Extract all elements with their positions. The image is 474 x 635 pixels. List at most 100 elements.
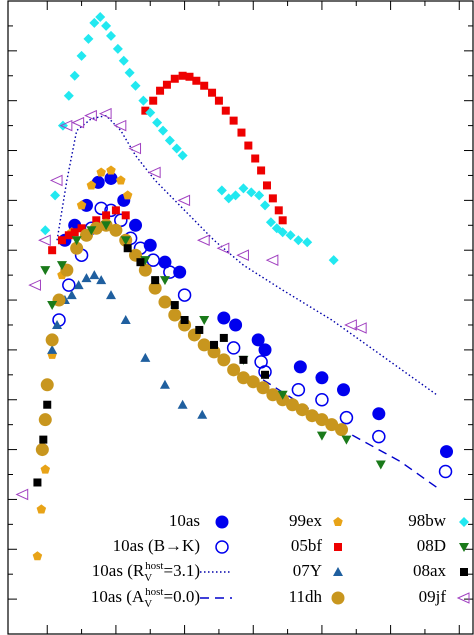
marker — [159, 379, 170, 389]
marker — [64, 231, 73, 240]
marker — [96, 167, 106, 177]
marker — [121, 211, 130, 220]
marker — [214, 96, 223, 105]
legend-label: 10as — [169, 511, 200, 530]
marker — [76, 200, 87, 210]
marker — [62, 278, 76, 292]
marker — [238, 183, 249, 194]
marker — [122, 190, 133, 200]
marker — [32, 551, 43, 561]
marker — [262, 181, 271, 190]
marker — [459, 543, 469, 552]
marker — [333, 567, 343, 576]
legend-text: 10as (R — [92, 561, 145, 580]
marker — [239, 355, 248, 364]
marker — [106, 165, 116, 175]
marker — [372, 429, 386, 444]
marker — [118, 55, 129, 66]
marker — [251, 154, 260, 163]
marker — [177, 194, 191, 207]
marker — [35, 443, 49, 457]
marker — [163, 265, 177, 279]
marker — [261, 370, 270, 379]
marker — [328, 255, 339, 266]
marker — [196, 234, 210, 247]
legend-sup: host — [145, 586, 163, 598]
marker — [217, 311, 231, 325]
marker — [237, 128, 246, 137]
marker — [47, 301, 58, 311]
marker — [293, 235, 304, 246]
marker — [244, 141, 253, 150]
marker — [344, 319, 357, 331]
marker — [219, 333, 228, 342]
marker — [71, 236, 82, 246]
marker — [83, 33, 94, 44]
marker — [152, 117, 163, 128]
marker — [316, 431, 327, 441]
marker — [104, 171, 118, 185]
marker — [334, 543, 342, 551]
marker — [120, 236, 131, 246]
marker — [38, 234, 51, 247]
marker — [460, 568, 468, 576]
legend-label: 11dh — [289, 587, 323, 606]
legend-text: =3.1) — [164, 561, 201, 580]
marker — [192, 76, 201, 85]
marker — [171, 143, 182, 154]
marker — [335, 423, 349, 437]
marker — [173, 265, 187, 279]
marker — [111, 206, 120, 215]
marker — [69, 70, 80, 81]
legend-label: 05bf — [291, 536, 323, 555]
marker — [113, 119, 127, 132]
legend-text: =0.0) — [164, 587, 201, 606]
series-line — [56, 114, 438, 396]
legend-label: 10as (RVhost=3.1) — [92, 560, 200, 584]
marker — [268, 194, 277, 203]
marker — [129, 218, 143, 232]
marker — [57, 120, 68, 131]
marker — [57, 236, 66, 245]
marker — [216, 242, 230, 254]
marker — [216, 185, 227, 196]
marker — [210, 340, 219, 349]
marker — [158, 125, 168, 136]
marker — [116, 175, 126, 185]
marker — [177, 288, 192, 302]
marker — [56, 261, 67, 271]
legend-sub: V — [144, 598, 152, 610]
marker — [293, 360, 307, 374]
marker — [302, 237, 313, 248]
marker — [180, 315, 189, 324]
marker — [94, 201, 108, 216]
marker — [285, 398, 299, 412]
marker — [375, 460, 386, 470]
marker — [325, 418, 339, 432]
marker — [456, 592, 470, 604]
marker — [149, 96, 158, 105]
marker — [49, 174, 63, 187]
marker — [128, 142, 142, 155]
marker — [177, 150, 188, 161]
marker — [256, 381, 270, 395]
marker — [147, 166, 161, 179]
marker — [89, 270, 100, 280]
marker — [158, 295, 172, 309]
marker — [229, 116, 238, 125]
marker — [66, 290, 77, 300]
marker — [63, 90, 74, 101]
marker — [40, 225, 51, 236]
marker — [84, 109, 97, 122]
marker — [86, 180, 97, 190]
marker — [76, 50, 87, 61]
marker — [158, 255, 172, 269]
marker — [159, 276, 170, 286]
marker — [123, 244, 132, 253]
marker — [200, 81, 209, 90]
marker — [136, 258, 145, 267]
marker — [120, 314, 131, 324]
marker — [151, 276, 160, 285]
